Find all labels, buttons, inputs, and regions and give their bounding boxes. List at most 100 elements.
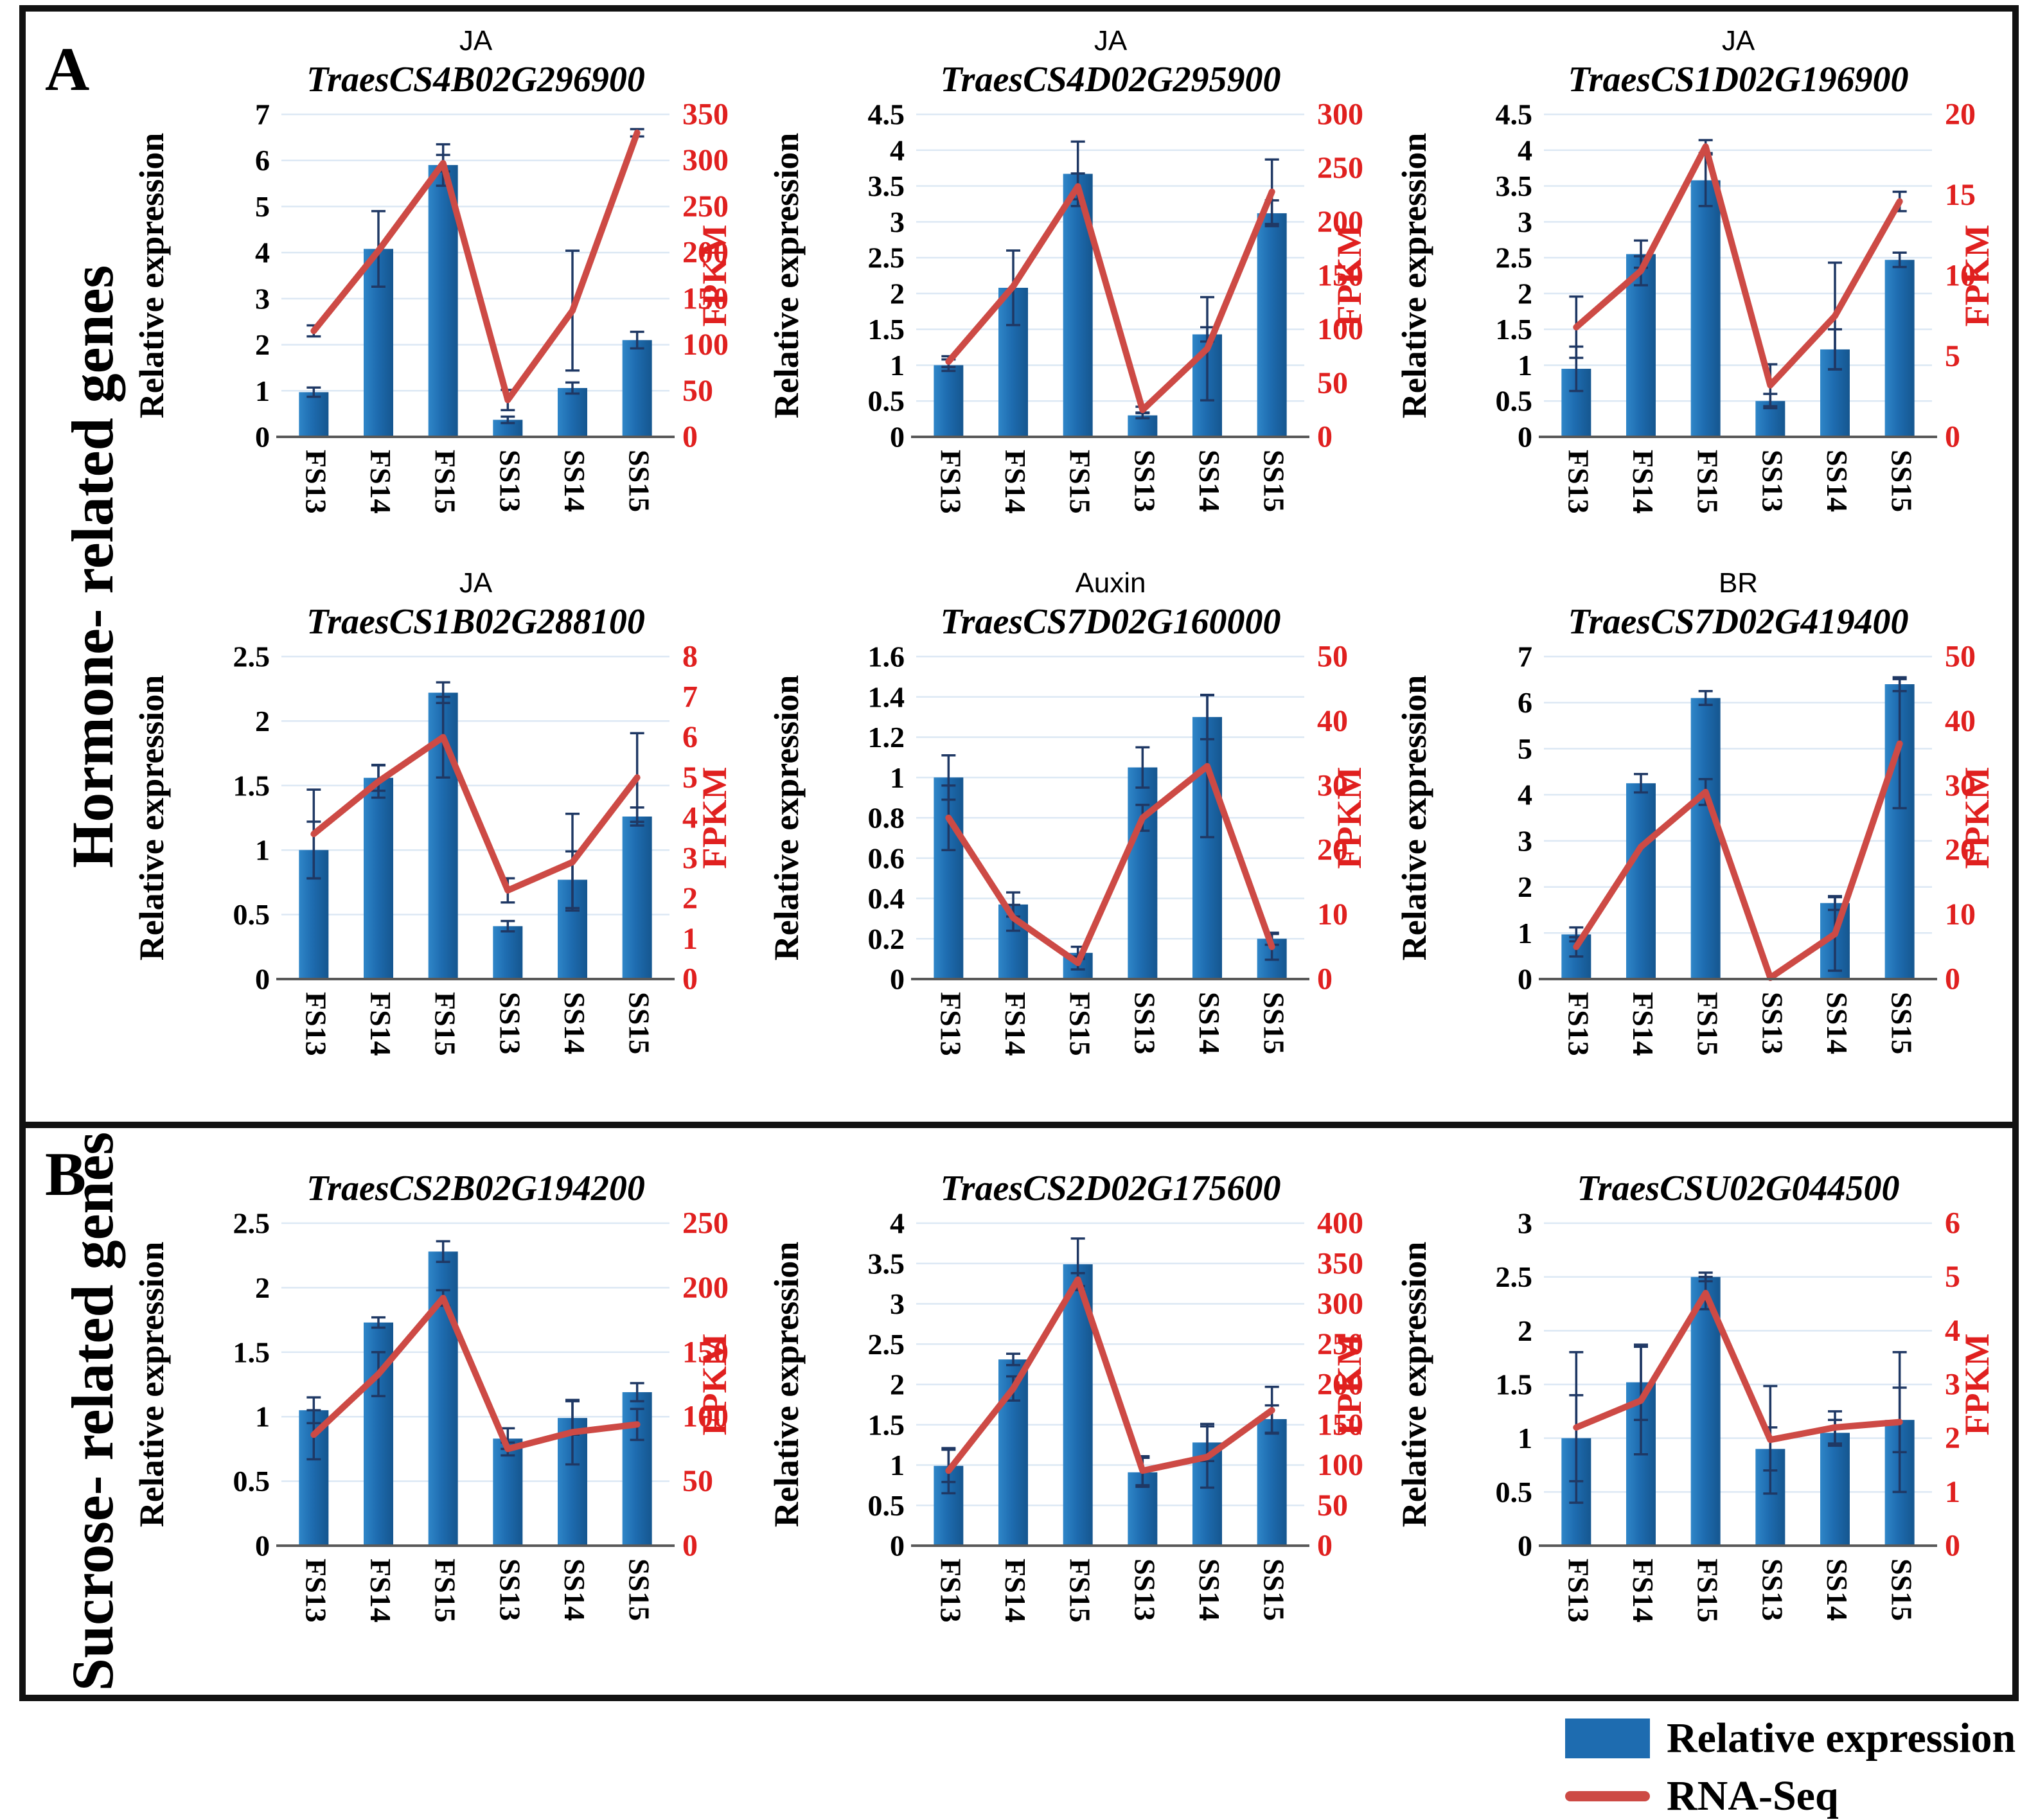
svg-text:1.4: 1.4 bbox=[868, 680, 905, 713]
left-axis-ticks: 0 0.2 0.4 0.6 0.8 1 1.2 1.4 1.6 bbox=[868, 642, 905, 996]
svg-text:2.5: 2.5 bbox=[868, 242, 905, 274]
svg-text:1.5: 1.5 bbox=[1496, 1368, 1533, 1401]
left-axis-ticks: 0 1 2 3 4 5 6 7 bbox=[1518, 642, 1532, 996]
svg-text:SS13: SS13 bbox=[1756, 992, 1789, 1054]
rna-seq-line-TraesCS7D02G419400 bbox=[1573, 740, 1903, 981]
svg-text:5: 5 bbox=[255, 190, 270, 223]
left-axis-title: Relative expression bbox=[767, 133, 806, 418]
svg-text:SS13: SS13 bbox=[1756, 450, 1789, 512]
svg-text:4: 4 bbox=[890, 134, 905, 166]
svg-text:SS15: SS15 bbox=[1886, 1559, 1918, 1621]
svg-text:1.2: 1.2 bbox=[868, 721, 905, 754]
hormone-label: JA bbox=[1094, 25, 1128, 57]
svg-text:3: 3 bbox=[1518, 1209, 1532, 1240]
left-axis-title: Relative expression bbox=[1395, 675, 1433, 960]
svg-text:1: 1 bbox=[1518, 917, 1532, 950]
bar-SS15 bbox=[622, 340, 652, 437]
svg-text:SS15: SS15 bbox=[1258, 1559, 1291, 1621]
svg-text:50: 50 bbox=[1317, 366, 1348, 400]
svg-text:5: 5 bbox=[1518, 732, 1532, 765]
svg-text:200: 200 bbox=[1317, 1368, 1363, 1402]
bar-SS13 bbox=[493, 926, 523, 979]
chart-TraesCS1D02G196900: JA TraesCS1D02G196900 0 0.5 1 1.5 2 2.5 3 3.5 4 4.5… bbox=[1378, 23, 2011, 572]
rna-seq-line-TraesCS7D02G160000 bbox=[945, 763, 1275, 966]
bar-FS15 bbox=[1690, 698, 1721, 979]
svg-text:0: 0 bbox=[1945, 1529, 1960, 1563]
right-axis-ticks: 0 10 20 30 40 50 bbox=[1317, 642, 1348, 996]
svg-text:3.5: 3.5 bbox=[868, 170, 905, 202]
svg-text:3: 3 bbox=[890, 206, 905, 238]
gridlines bbox=[916, 113, 1304, 402]
svg-text:0.5: 0.5 bbox=[1496, 385, 1533, 418]
svg-text:50: 50 bbox=[682, 374, 713, 408]
right-axis-title: FPKM bbox=[1330, 767, 1369, 869]
svg-text:SS13: SS13 bbox=[493, 1559, 526, 1621]
left-axis-title: Relative expression bbox=[132, 1242, 171, 1527]
x-axis-labels: FS13 FS14 FS15 SS13 SS14 SS15 bbox=[934, 450, 1290, 514]
svg-text:6: 6 bbox=[1945, 1209, 1960, 1241]
chart-title: TraesCSU02G044500 bbox=[1422, 1168, 2038, 1209]
svg-text:SS15: SS15 bbox=[623, 992, 656, 1054]
svg-text:100: 100 bbox=[682, 328, 729, 362]
chart-plot-TraesCS7D02G419400: 0 1 2 3 4 5 6 7 0 10 20 30 40 50 FS13 FS14 FS15 SS13 SS14 S… bbox=[1395, 642, 1996, 1056]
gridlines bbox=[916, 1222, 1304, 1506]
chart-TraesCS4D02G295900: JA TraesCS4D02G295900 0 0.5 1 1.5 2 2.5 3 3.5 4 4.5… bbox=[750, 23, 1383, 572]
bar-SS14 bbox=[558, 387, 587, 437]
rna-seq-line-TraesCS4B02G296900 bbox=[310, 129, 641, 403]
svg-text:SS14: SS14 bbox=[1193, 1559, 1226, 1621]
error-bars bbox=[1569, 1271, 1907, 1504]
svg-text:2: 2 bbox=[1518, 1314, 1532, 1347]
svg-text:1: 1 bbox=[1945, 1475, 1960, 1509]
right-axis-ticks: 0 1 2 3 4 5 6 bbox=[1945, 1209, 1960, 1563]
svg-text:FS15: FS15 bbox=[429, 992, 462, 1056]
svg-text:200: 200 bbox=[1317, 205, 1363, 239]
svg-text:40: 40 bbox=[1317, 704, 1348, 738]
svg-text:200: 200 bbox=[682, 236, 729, 270]
panel-a-label: A bbox=[45, 35, 90, 103]
svg-text:FS15: FS15 bbox=[1692, 992, 1724, 1056]
left-axis-ticks: 00.511.522.5 3 3.5 44.5 bbox=[868, 100, 905, 454]
svg-text:SS15: SS15 bbox=[1258, 450, 1291, 512]
hormone-label: Auxin bbox=[1075, 567, 1146, 599]
left-axis-title: Relative expression bbox=[132, 675, 171, 960]
svg-text:50: 50 bbox=[682, 1464, 713, 1498]
x-axis-labels: FS13 FS14 FS15 SS13 SS14 SS15 bbox=[299, 992, 655, 1056]
svg-text:SS14: SS14 bbox=[1821, 1559, 1854, 1621]
svg-text:20: 20 bbox=[1317, 833, 1348, 867]
svg-text:0: 0 bbox=[1317, 962, 1333, 996]
legend-line-label: RNA-Seq bbox=[1667, 1772, 1839, 1819]
svg-text:0: 0 bbox=[255, 1530, 270, 1562]
svg-text:SS15: SS15 bbox=[623, 1559, 656, 1621]
svg-text:0.6: 0.6 bbox=[868, 842, 905, 874]
svg-text:4: 4 bbox=[1518, 134, 1532, 166]
svg-text:300: 300 bbox=[682, 143, 729, 177]
svg-text:3: 3 bbox=[1518, 206, 1532, 238]
svg-text:1: 1 bbox=[1518, 349, 1532, 382]
svg-text:250: 250 bbox=[1317, 151, 1363, 185]
svg-text:100: 100 bbox=[1317, 1448, 1363, 1482]
svg-text:FS13: FS13 bbox=[299, 450, 332, 514]
chart-plot-TraesCS2D02G175600: 0 0.5 1 1.5 2 2.5 3 3.5 4 0 50 100 150 200 250 300 350 40… bbox=[767, 1209, 1369, 1623]
svg-text:400: 400 bbox=[1317, 1209, 1363, 1241]
svg-text:FS15: FS15 bbox=[1692, 1559, 1724, 1623]
svg-text:0.5: 0.5 bbox=[1496, 1476, 1533, 1508]
svg-text:SS13: SS13 bbox=[493, 450, 526, 512]
x-axis-labels: FS13 FS14 FS15 SS13 SS14 SS15 bbox=[934, 1559, 1290, 1623]
rna-seq-line-TraesCS2B02G194200 bbox=[310, 1294, 641, 1453]
svg-text:SS14: SS14 bbox=[558, 1559, 591, 1621]
hormone-label: BR bbox=[1718, 567, 1759, 599]
svg-text:100: 100 bbox=[682, 1400, 729, 1434]
svg-text:FS13: FS13 bbox=[934, 992, 967, 1056]
svg-text:FS15: FS15 bbox=[1064, 1559, 1097, 1623]
svg-text:2.5: 2.5 bbox=[1496, 242, 1533, 274]
right-axis-ticks: 0 1 2 3 4 5 6 7 8 bbox=[682, 642, 698, 996]
bars bbox=[299, 693, 652, 979]
chart-title: JA TraesCS1B02G288100 bbox=[159, 565, 792, 642]
svg-text:FS14: FS14 bbox=[999, 1559, 1032, 1623]
chart-plot-TraesCS4D02G295900: 00.511.522.533.544.5050100150200250300FS… bbox=[767, 100, 1369, 514]
svg-text:4: 4 bbox=[1518, 779, 1532, 811]
svg-text:SS13: SS13 bbox=[1128, 992, 1161, 1054]
gridlines bbox=[1544, 1222, 1932, 1493]
legend-line-swatch bbox=[1565, 1791, 1650, 1801]
chart-title: TraesCS2D02G175600 bbox=[794, 1168, 1427, 1209]
